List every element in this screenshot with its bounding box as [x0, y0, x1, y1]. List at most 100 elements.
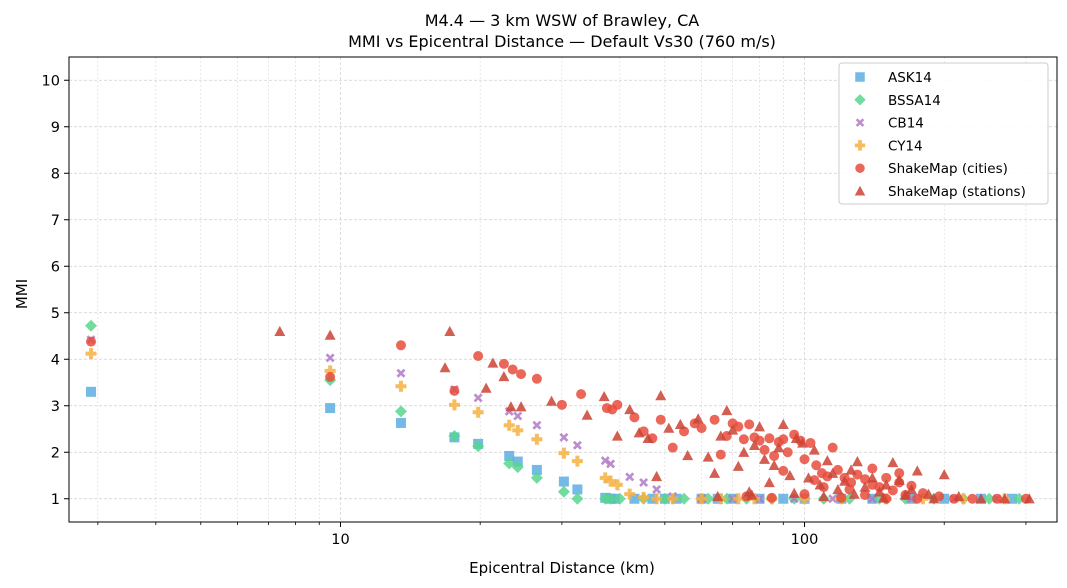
data-point	[472, 440, 485, 453]
data-point	[85, 348, 97, 360]
data-point	[396, 368, 406, 378]
data-point	[814, 479, 826, 490]
data-point	[873, 486, 885, 497]
data-point	[811, 460, 822, 471]
data-point	[557, 485, 570, 498]
y-axis-label: MMI	[13, 279, 31, 309]
data-point	[727, 424, 739, 435]
data-point	[808, 444, 820, 455]
data-point	[818, 490, 830, 502]
data-point	[715, 430, 727, 441]
data-point	[531, 373, 542, 384]
data-point	[878, 492, 890, 503]
data-point	[559, 432, 569, 442]
data-point	[439, 362, 451, 373]
data-point	[448, 429, 461, 442]
data-point	[674, 418, 686, 430]
data-point	[999, 493, 1011, 504]
data-point	[532, 420, 542, 430]
data-point	[449, 385, 460, 396]
chart-title: M4.4 — 3 km WSW of Brawley, CA	[425, 11, 700, 30]
data-point	[658, 492, 671, 505]
data-point	[696, 423, 707, 434]
x-tick-label: 100	[791, 532, 819, 548]
data-point	[86, 386, 97, 397]
y-tick-label: 5	[51, 306, 60, 322]
data-point	[894, 468, 905, 479]
data-point	[832, 464, 843, 475]
legend-marker	[854, 185, 866, 196]
data-point	[721, 404, 733, 416]
y-tick-label: 4	[51, 352, 60, 368]
data-point	[709, 414, 720, 425]
data-point	[546, 395, 558, 406]
data-point	[899, 489, 911, 500]
data-point	[599, 472, 611, 484]
legend-label: BSSA14	[888, 93, 941, 109]
data-point	[766, 492, 777, 503]
data-point	[893, 474, 905, 485]
data-point	[738, 434, 749, 445]
legend-marker	[855, 118, 865, 127]
legend-box	[838, 62, 1049, 205]
data-point	[556, 399, 567, 410]
data-point	[828, 494, 838, 504]
data-point	[797, 437, 809, 448]
data-point	[507, 364, 518, 375]
data-point	[613, 492, 626, 505]
data-point	[880, 479, 892, 490]
data-point	[498, 370, 510, 382]
data-point	[625, 472, 635, 482]
data-point	[571, 492, 584, 505]
data-point	[748, 439, 760, 450]
data-point	[606, 459, 616, 469]
data-point	[782, 447, 793, 458]
data-point	[732, 460, 744, 471]
data-point	[827, 442, 838, 453]
data-point	[866, 472, 878, 483]
data-point	[975, 493, 987, 504]
data-point	[274, 325, 286, 337]
data-point	[851, 456, 863, 467]
data-point	[702, 451, 714, 462]
data-point	[803, 472, 815, 483]
series-shakemap-stations	[274, 325, 1035, 504]
data-point	[498, 358, 509, 369]
data-point	[448, 399, 460, 411]
data-point	[325, 353, 335, 363]
data-point	[487, 357, 499, 368]
legend-marker	[854, 94, 866, 106]
data-point	[605, 475, 617, 487]
data-point	[844, 484, 855, 495]
data-point	[531, 464, 542, 475]
data-point	[325, 371, 336, 382]
data-point	[867, 494, 877, 504]
data-point	[572, 484, 583, 495]
data-point	[503, 457, 516, 470]
data-point	[611, 430, 623, 441]
data-point	[887, 456, 899, 468]
data-point	[598, 390, 610, 402]
data-point	[612, 399, 623, 410]
data-point	[511, 461, 524, 474]
data-point	[324, 329, 336, 340]
data-point	[881, 472, 892, 483]
data-point	[530, 471, 543, 484]
data-point	[953, 490, 965, 502]
data-point	[472, 406, 484, 418]
data-point	[939, 493, 950, 504]
data-point	[85, 319, 98, 332]
legend-label: ASK14	[888, 70, 932, 86]
data-point	[712, 490, 724, 502]
data-point	[480, 382, 492, 393]
data-point	[709, 467, 721, 478]
data-point	[504, 450, 515, 461]
data-point	[682, 450, 694, 461]
data-point	[473, 350, 484, 361]
plot-frame	[68, 56, 1058, 523]
data-point	[633, 427, 645, 438]
legend-marker	[855, 163, 865, 173]
data-point	[444, 325, 456, 337]
y-tick-label: 9	[51, 120, 60, 136]
